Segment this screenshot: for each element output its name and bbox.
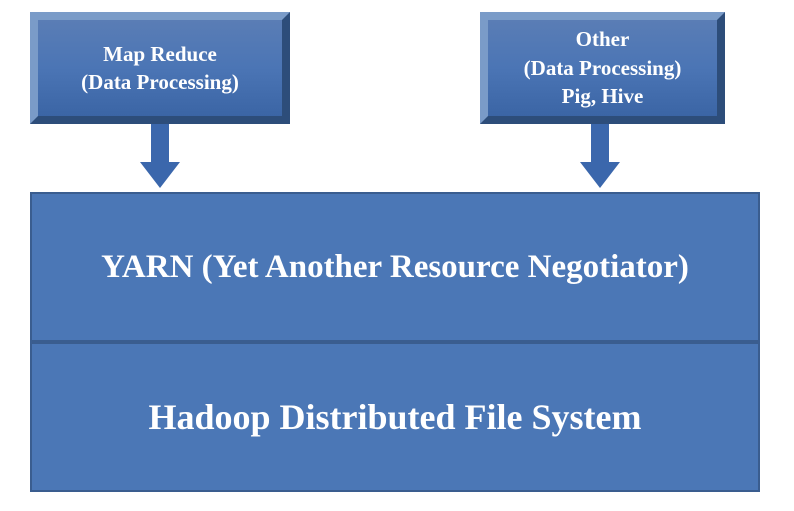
arrow-left-icon xyxy=(145,124,175,188)
other-line3: Pig, Hive xyxy=(562,82,644,110)
mapreduce-box: Map Reduce (Data Processing) xyxy=(30,12,290,124)
other-box: Other (Data Processing) Pig, Hive xyxy=(480,12,725,124)
hdfs-box: Hadoop Distributed File System xyxy=(30,342,760,492)
hdfs-label: Hadoop Distributed File System xyxy=(148,396,641,438)
arrow-right-icon xyxy=(585,124,615,188)
yarn-box: YARN (Yet Another Resource Negotiator) xyxy=(30,192,760,342)
yarn-label: YARN (Yet Another Resource Negotiator) xyxy=(101,249,689,286)
mapreduce-line2: (Data Processing) xyxy=(81,68,239,96)
other-line1: Other xyxy=(576,25,630,53)
other-line2: (Data Processing) xyxy=(524,54,682,82)
mapreduce-line1: Map Reduce xyxy=(103,40,217,68)
